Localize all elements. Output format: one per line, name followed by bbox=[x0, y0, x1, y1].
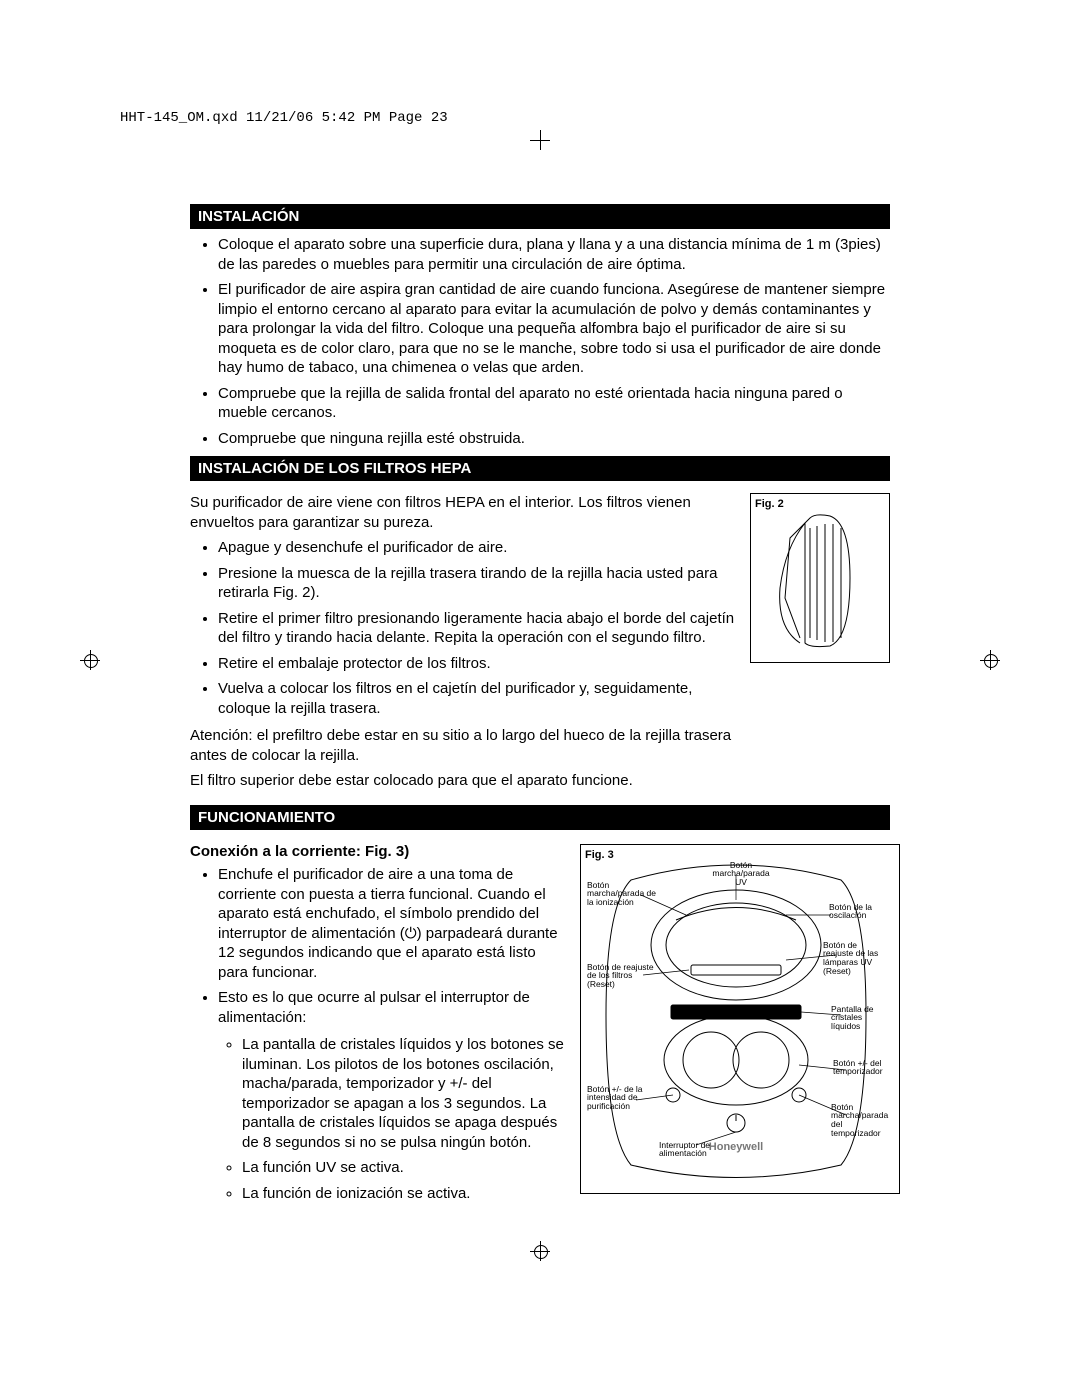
sub-bullet: La pantalla de cristales líquidos y los … bbox=[242, 1035, 566, 1152]
sub-bullet: La función de ionización se activa. bbox=[242, 1184, 566, 1204]
section-filtros-header: INSTALACIÓN DE LOS FILTROS HEPA bbox=[190, 456, 890, 481]
content-frame: INSTALACIÓN Coloque el aparato sobre una… bbox=[120, 204, 960, 1211]
callout-power: Interruptor de alimentación bbox=[659, 1141, 737, 1159]
funcionamiento-text: Conexión a la corriente: Fig. 3) Enchufe… bbox=[190, 836, 566, 1212]
bullet: El purificador de aire aspira gran canti… bbox=[218, 280, 890, 378]
callout-osc: Botón de la oscilación bbox=[829, 903, 884, 921]
callout-filterreset: Botón de reajuste de los filtros (Reset) bbox=[587, 963, 657, 990]
instalacion-bullets: Coloque el aparato sobre una superficie … bbox=[190, 235, 890, 448]
figure-2-label: Fig. 2 bbox=[755, 497, 784, 511]
bullet: Compruebe que la rejilla de salida front… bbox=[218, 384, 890, 423]
callout-ion: Botón marcha/parada de la ionización bbox=[587, 881, 657, 908]
bullet: Vuelva a colocar los filtros en el cajet… bbox=[218, 679, 736, 718]
sub-bullet: La función UV se activa. bbox=[242, 1158, 566, 1178]
filtros-text: Su purificador de aire viene con filtros… bbox=[190, 487, 736, 797]
bullet: Retire el primer filtro presionando lige… bbox=[218, 609, 736, 648]
section-instalacion-header: INSTALACIÓN bbox=[190, 204, 890, 229]
manual-page: HHT-145_OM.qxd 11/21/06 5:42 PM Page 23 … bbox=[0, 0, 1080, 1291]
bullet: Presione la muesca de la rejilla trasera… bbox=[218, 564, 736, 603]
bullet: Coloque el aparato sobre una superficie … bbox=[218, 235, 890, 274]
crop-mark-top-h bbox=[530, 140, 550, 141]
filtros-intro: Su purificador de aire viene con filtros… bbox=[190, 493, 736, 532]
filtros-note1: Atención: el prefiltro debe estar en su … bbox=[190, 726, 736, 765]
bullet: Enchufe el purificador de aire a una tom… bbox=[218, 865, 566, 982]
callout-lcd: Pantalla de cristales líquidos bbox=[831, 1005, 889, 1032]
figure-2-svg bbox=[755, 498, 885, 658]
figure-3-wrap: Fig. 3 bbox=[580, 844, 890, 1194]
callout-timerbtn: Botón +/- del temporizador bbox=[833, 1059, 889, 1077]
funcionamiento-subhead: Conexión a la corriente: Fig. 3) bbox=[190, 842, 566, 862]
bullet: Esto es lo que ocurre al pulsar el inter… bbox=[218, 988, 566, 1027]
callout-uv: Botón marcha/parada UV bbox=[706, 861, 776, 888]
bullet: Compruebe que ninguna rejilla esté obstr… bbox=[218, 429, 890, 449]
bullet: Retire el embalaje protector de los filt… bbox=[218, 654, 736, 674]
bullet: Apague y desenchufe el purificador de ai… bbox=[218, 538, 736, 558]
funcionamiento-bullets: Enchufe el purificador de aire a una tom… bbox=[190, 865, 566, 1027]
figure-3: Fig. 3 bbox=[580, 844, 900, 1194]
callout-purif: Botón +/- de la intensidad de purificaci… bbox=[587, 1085, 665, 1112]
print-header: HHT-145_OM.qxd 11/21/06 5:42 PM Page 23 bbox=[120, 110, 960, 126]
callout-timer-onoff: Botón marcha/parada del temporizador bbox=[831, 1103, 889, 1139]
funcionamiento-sub-bullets: La pantalla de cristales líquidos y los … bbox=[190, 1035, 566, 1203]
section-funcionamiento-header: FUNCIONAMIENTO bbox=[190, 805, 890, 830]
callout-uvreset: Botón de reajuste de las lámparas UV (Re… bbox=[823, 941, 888, 977]
filtros-bullets: Apague y desenchufe el purificador de ai… bbox=[190, 538, 736, 718]
bullet-text: Enchufe el purificador de aire a una tom… bbox=[218, 866, 558, 981]
filtros-note2: El filtro superior debe estar colocado p… bbox=[190, 771, 736, 791]
figure-2: Fig. 2 bbox=[750, 493, 890, 663]
